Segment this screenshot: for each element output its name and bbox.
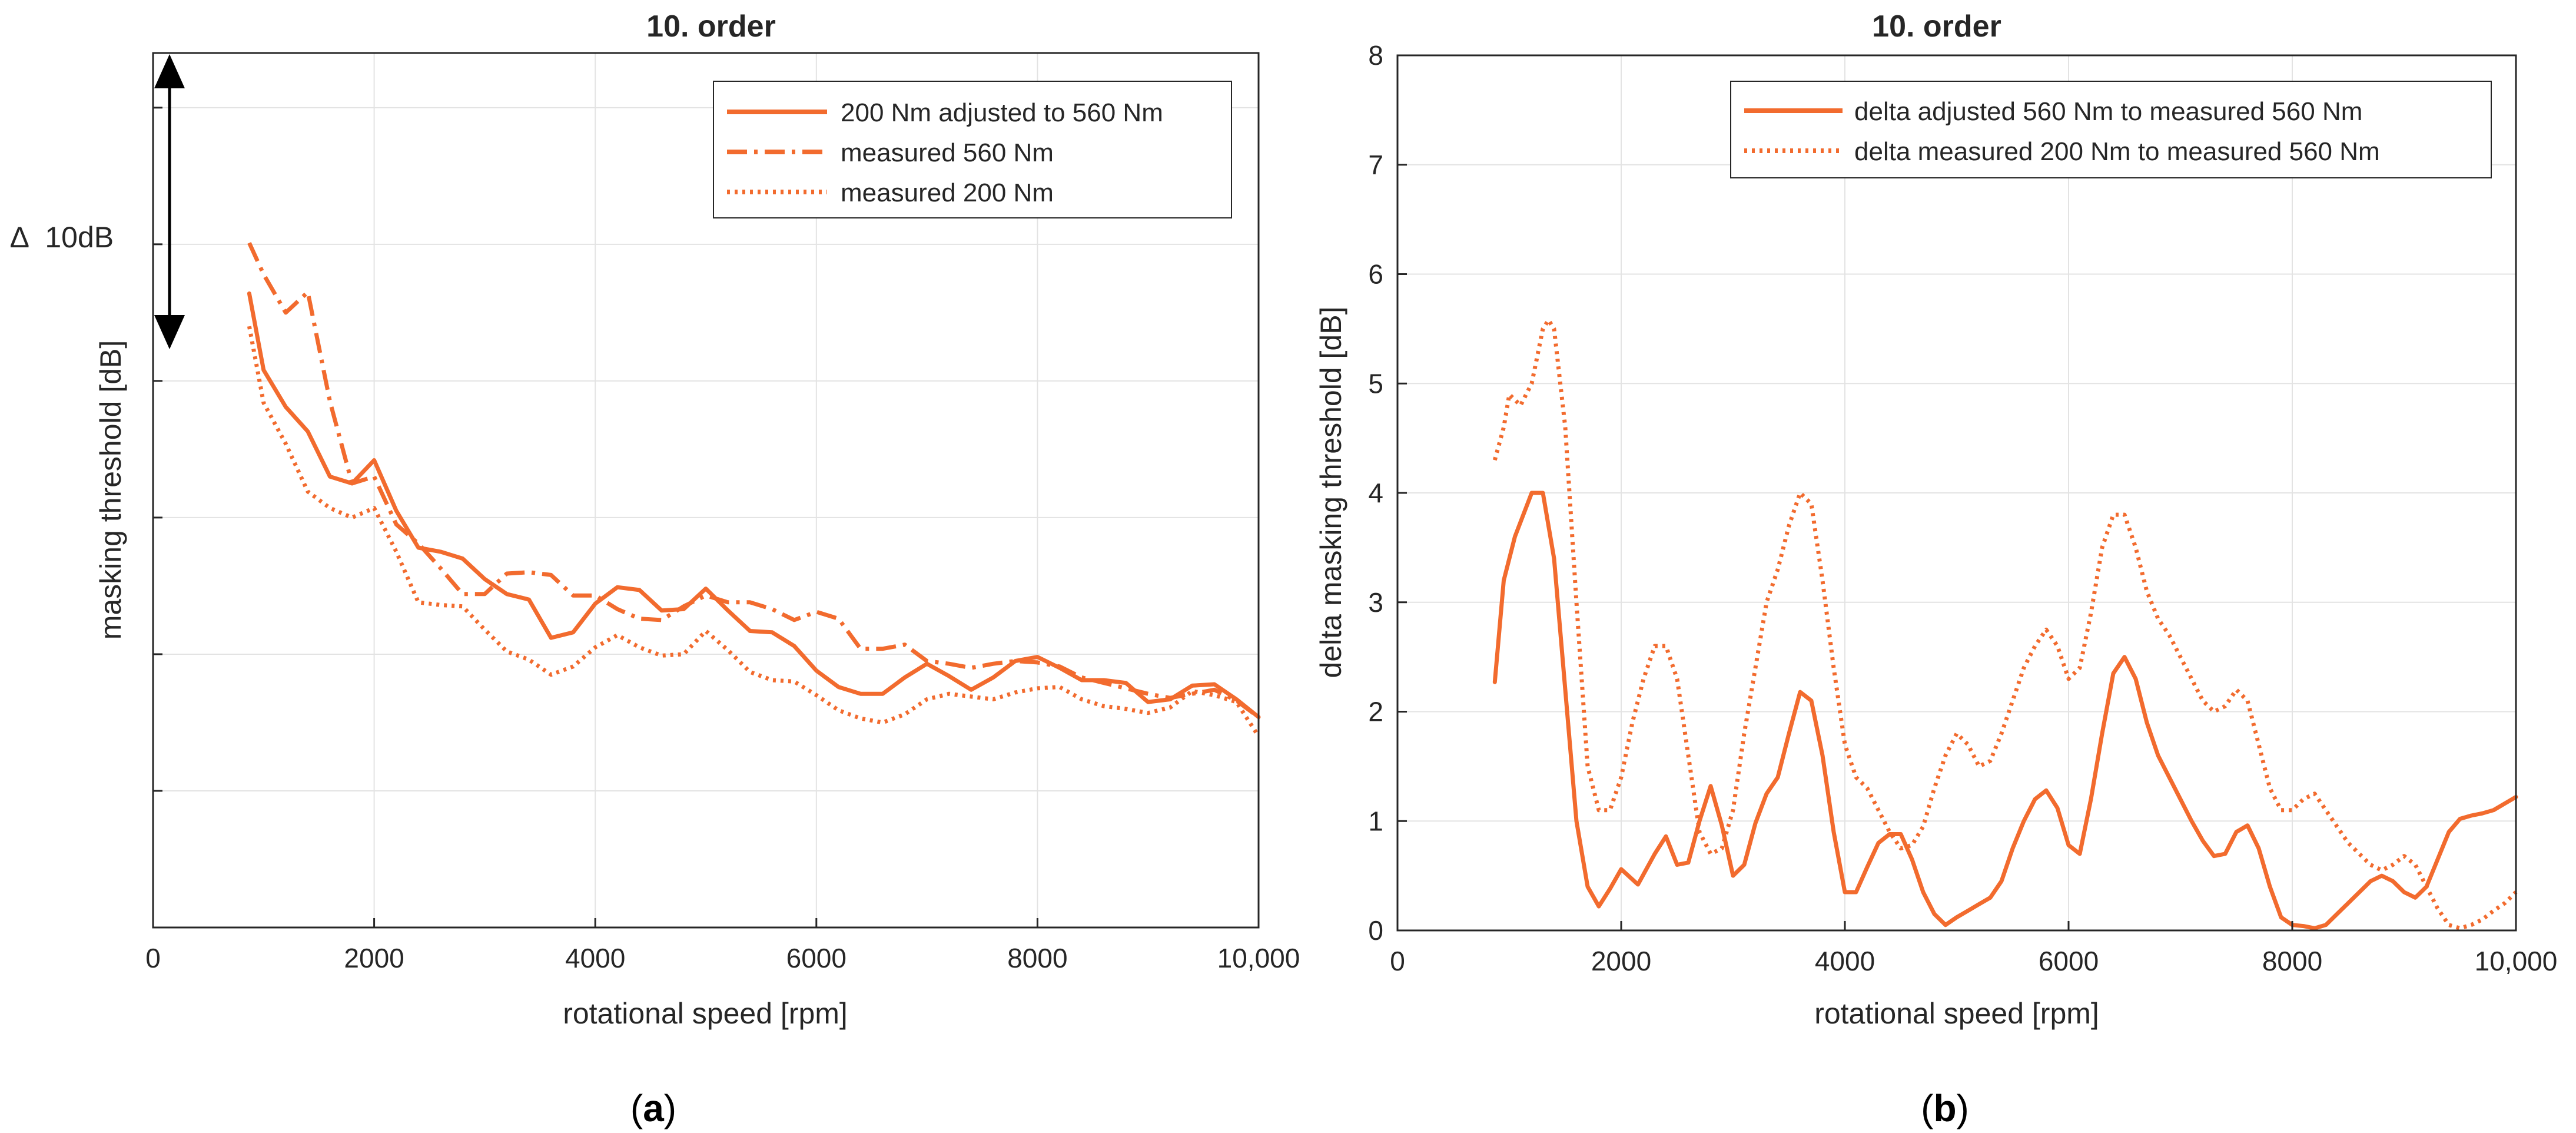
x-tick-label: 8000 xyxy=(1007,943,1067,973)
legend-label-a-2: measured 560 Nm xyxy=(841,138,1054,167)
y-tick-label: 8 xyxy=(1368,40,1383,71)
chart-title-b: 10. order xyxy=(1872,9,2001,44)
y-tick-label: 5 xyxy=(1368,368,1383,399)
x-axis-label-a: rotational speed [rpm] xyxy=(563,997,848,1030)
y-tick-label: 6 xyxy=(1368,259,1383,290)
x-axis-label-b: rotational speed [rpm] xyxy=(1814,997,2099,1030)
x-ticks-b: 0 2000 4000 6000 8000 10,000 xyxy=(1390,921,2557,976)
series-line-b-2 xyxy=(1492,318,2518,930)
legend-b: delta adjusted 560 Nm to measured 560 Nm… xyxy=(1730,81,2492,178)
series-line-a-3 xyxy=(247,326,1260,738)
y-axis-label-b: delta masking threshold [dB] xyxy=(1314,307,1347,678)
delta-10db-annotation: ∆ 10dB xyxy=(11,54,185,349)
chart-title-a: 10. order xyxy=(646,9,776,44)
chart-panel-a: 10. order 0 2000 4000 6000 8000 10,000 rotati… xyxy=(11,9,1300,1129)
legend-box-b xyxy=(1730,81,2492,178)
y-tick-label: 2 xyxy=(1368,697,1383,727)
series-group-b xyxy=(1492,318,2518,930)
x-tick-label: 0 xyxy=(1390,946,1405,976)
x-tick-label: 6000 xyxy=(2039,946,2099,976)
y-tick-label: 3 xyxy=(1368,587,1383,618)
legend-label-b-2: delta measured 200 Nm to measured 560 Nm xyxy=(1854,137,2380,166)
delta-10db-label: ∆ 10dB xyxy=(11,221,114,254)
delta-arrow-up-head xyxy=(154,54,185,88)
series-group-a xyxy=(247,242,1261,738)
x-ticks-a: 0 2000 4000 6000 8000 10,000 xyxy=(145,107,1300,973)
legend-label-a-1: 200 Nm adjusted to 560 Nm xyxy=(841,98,1163,127)
x-tick-label: 4000 xyxy=(565,943,625,973)
y-axis-label-a: masking threshold [dB] xyxy=(94,340,127,640)
legend-box-a xyxy=(713,81,1232,218)
legend-a: 200 Nm adjusted to 560 Nm measured 560 N… xyxy=(713,81,1232,218)
y-tick-label: 7 xyxy=(1368,150,1383,180)
x-tick-label: 8000 xyxy=(2262,946,2322,976)
y-tick-label: 1 xyxy=(1368,806,1383,836)
series-line-b-1 xyxy=(1492,491,2518,930)
x-tick-label: 2000 xyxy=(344,943,404,973)
x-tick-label: 10,000 xyxy=(2475,946,2558,976)
legend-label-b-1: delta adjusted 560 Nm to measured 560 Nm xyxy=(1854,97,2362,126)
x-tick-label: 4000 xyxy=(1815,946,1875,976)
grid-b xyxy=(1397,55,2516,930)
delta-arrow-down-head xyxy=(154,315,185,349)
panel-label-a: (a) xyxy=(630,1087,676,1129)
x-tick-label: 10,000 xyxy=(1217,943,1300,973)
series-line-a-2 xyxy=(247,242,1260,719)
x-tick-label: 2000 xyxy=(1591,946,1651,976)
chart-panel-b: 10. order 0 2000 4000 6000 8000 10,000 0 1 2 3 4 5… xyxy=(1314,9,2557,1129)
y-tick-label: 0 xyxy=(1368,915,1383,946)
series-line-a-1 xyxy=(247,291,1261,720)
panel-label-b: (b) xyxy=(1921,1087,1969,1129)
legend-label-a-3: measured 200 Nm xyxy=(841,178,1054,207)
y-tick-label: 4 xyxy=(1368,478,1383,508)
x-tick-label: 6000 xyxy=(786,943,847,973)
plot-area-a xyxy=(152,52,1260,929)
y-ticks-b: 0 1 2 3 4 5 6 7 8 xyxy=(1368,40,1407,946)
x-tick-label: 0 xyxy=(145,943,161,973)
